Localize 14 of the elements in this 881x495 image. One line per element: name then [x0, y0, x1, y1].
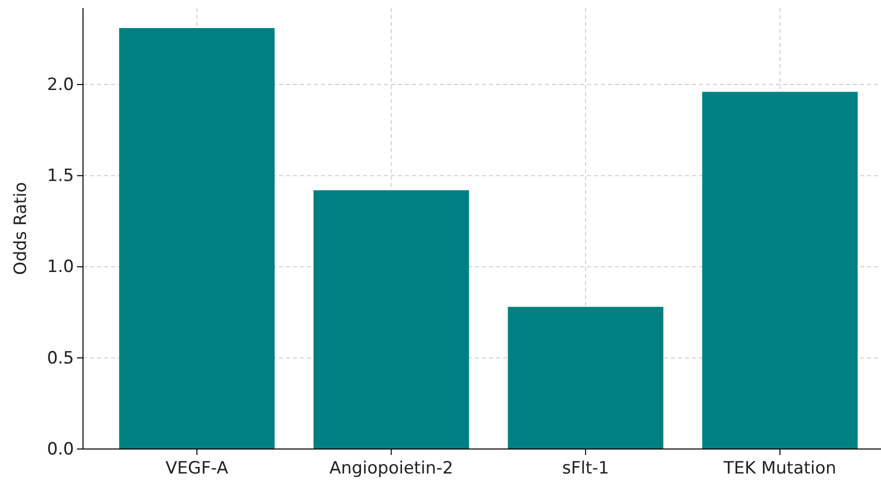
y-axis-title: Odds Ratio	[11, 182, 31, 275]
y-tick-label: 0.5	[46, 348, 74, 368]
y-tick-label: 1.0	[46, 257, 74, 278]
bar	[508, 306, 664, 449]
bar	[702, 92, 858, 449]
bar	[119, 28, 275, 449]
x-tick-label: sFlt-1	[562, 458, 610, 478]
y-tick-label: 2.0	[46, 74, 74, 95]
x-tick-label: Angiopoietin-2	[329, 458, 454, 478]
y-tick-label: 1.5	[46, 166, 74, 186]
x-tick-label: VEGF-A	[166, 458, 229, 478]
bar	[314, 190, 469, 449]
y-tick-label: 0.0	[46, 439, 74, 460]
x-tick-label: TEK Mutation	[722, 458, 836, 478]
